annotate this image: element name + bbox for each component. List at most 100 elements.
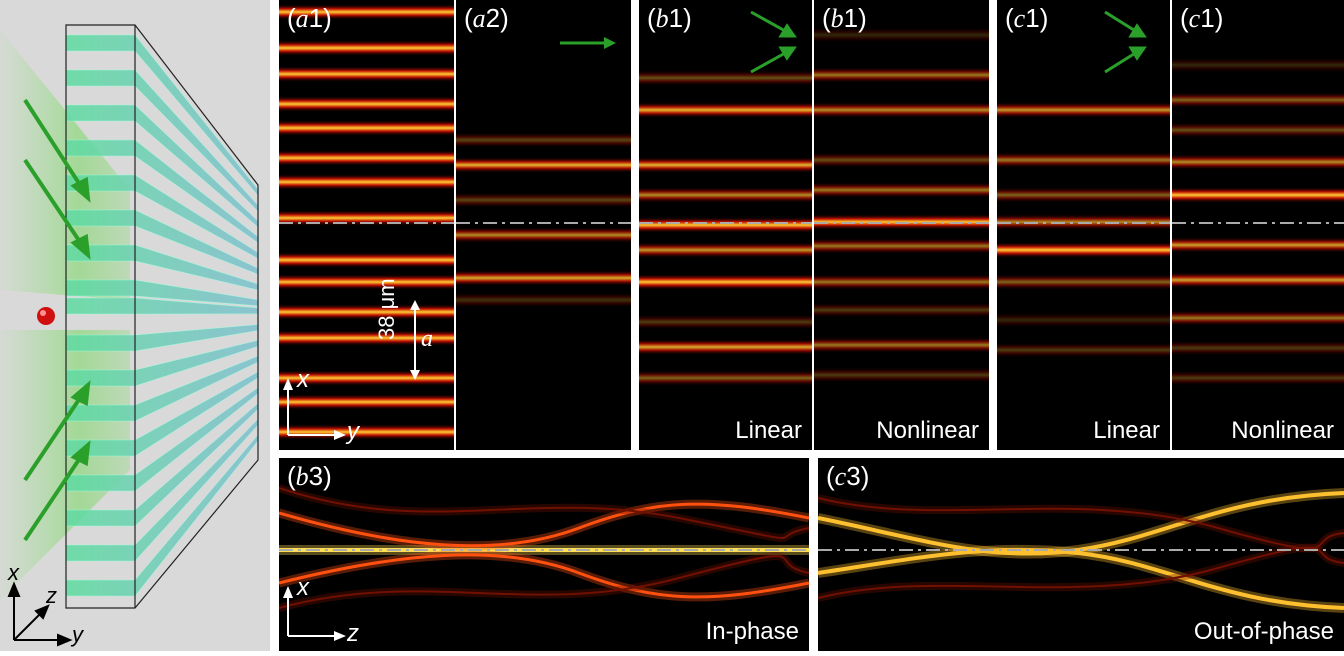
intensity-stripe <box>279 394 454 410</box>
intensity-stripe <box>639 370 812 386</box>
panel-c1-linear: (c1) Linear <box>997 0 1170 450</box>
axis-x-bottom: x <box>297 574 309 601</box>
beam-path <box>279 502 809 548</box>
intensity-stripe <box>456 192 631 208</box>
panel-b1-linear: (b1) Linear <box>639 0 812 450</box>
panel-b1-nonlinear-caption: Nonlinear <box>876 417 979 444</box>
panel-c1-nonlinear: (c1) Nonlinear <box>1172 0 1344 450</box>
axis-z-label: z <box>46 583 57 608</box>
intensity-stripe <box>456 157 631 173</box>
scale-bar-symbol: a <box>421 326 433 352</box>
beam-arrow-icon <box>23 98 91 542</box>
intensity-stripe <box>997 242 1170 258</box>
intensity-stripe <box>814 238 989 254</box>
beam-arrow-icon <box>1104 10 1147 74</box>
panel-c3-caption: Out-of-phase <box>1193 618 1334 645</box>
intensity-stripe <box>639 102 812 118</box>
intensity-stripe <box>279 252 454 268</box>
panel-b3: (b3) x z In-phase <box>279 458 809 651</box>
intensity-stripe <box>279 66 454 82</box>
panel-b3-caption: In-phase <box>705 618 799 645</box>
intensity-stripe <box>279 274 454 290</box>
intensity-stripe <box>456 292 631 308</box>
intensity-stripe <box>814 67 989 83</box>
intensity-stripe <box>279 120 454 136</box>
intensity-stripe <box>1172 122 1344 138</box>
intensity-stripe <box>1172 57 1344 73</box>
intensity-stripe <box>1172 310 1344 326</box>
intensity-stripe <box>814 302 989 318</box>
panel-a1-label: (a1) <box>287 3 332 33</box>
beam-arrow-icon <box>750 10 797 74</box>
intensity-stripe <box>279 210 454 226</box>
panel-b1-linear-caption: Linear <box>735 417 802 444</box>
panel-b1-nonlinear: (b1) Nonlinear <box>814 0 989 450</box>
intensity-stripe <box>1172 370 1344 386</box>
intensity-stripe <box>456 227 631 243</box>
intensity-stripe <box>997 152 1170 168</box>
intensity-stripe <box>1172 92 1344 108</box>
intensity-stripe <box>639 70 812 86</box>
intensity-stripe <box>639 217 812 233</box>
intensity-stripe <box>814 367 989 383</box>
intensity-stripe <box>279 424 454 440</box>
intensity-stripe <box>279 96 454 112</box>
intensity-stripe <box>814 182 989 198</box>
beam-path <box>818 491 1344 556</box>
intensity-stripe <box>639 157 812 173</box>
intensity-stripe <box>639 274 812 290</box>
intensity-stripe <box>814 102 989 118</box>
intensity-stripe <box>456 132 631 148</box>
intensity-stripe <box>814 337 989 353</box>
intensity-stripe <box>814 274 989 290</box>
panel-c1-nonlinear-caption: Nonlinear <box>1231 417 1334 444</box>
beam-path <box>818 546 1344 599</box>
axes-xz-icon <box>283 586 346 641</box>
red-particle-icon <box>37 307 55 325</box>
intensity-stripe <box>997 274 1170 290</box>
waveguide-array-icon <box>0 24 259 647</box>
panel-c1-linear-caption: Linear <box>1093 417 1160 444</box>
intensity-stripe <box>1172 187 1344 203</box>
intensity-stripe <box>456 270 631 286</box>
intensity-stripe <box>1172 154 1344 170</box>
intensity-stripe <box>639 187 812 203</box>
intensity-stripe <box>279 40 454 56</box>
intensity-stripe <box>279 150 454 166</box>
axis-z-bottom: z <box>347 620 359 647</box>
beam-path <box>818 547 1344 610</box>
panel-b1-nonlinear-label: (b1) <box>822 3 867 33</box>
intensity-stripe <box>814 27 989 43</box>
beam-path <box>279 553 809 599</box>
intensity-stripe <box>639 339 812 355</box>
scale-bar-value: 38 μm <box>374 278 399 340</box>
intensity-stripe <box>1172 272 1344 288</box>
axis-y-label: y <box>72 622 83 647</box>
intensity-stripe <box>997 342 1170 358</box>
intensity-stripe <box>279 304 454 320</box>
panel-b1-linear-label: (b1) <box>647 3 692 33</box>
intensity-stripe <box>639 242 812 258</box>
panel-a2-label: (a2) <box>464 3 509 33</box>
beam-path <box>279 555 809 609</box>
intensity-stripe <box>279 174 454 190</box>
intensity-stripe <box>279 330 454 346</box>
axis-x-top: x <box>297 366 309 393</box>
waveguide-schematic: x z y <box>0 0 270 651</box>
intensity-stripe <box>997 187 1170 203</box>
intensity-stripe <box>639 314 812 330</box>
intensity-stripe <box>997 102 1170 118</box>
intensity-stripe <box>1172 340 1344 356</box>
panel-c3: (c3) Out-of-phase <box>818 458 1344 651</box>
intensity-stripe <box>1172 237 1344 253</box>
panel-c1-linear-label: (c1) <box>1005 3 1049 33</box>
beam-path <box>279 487 809 539</box>
axis-x-label: x <box>8 560 19 585</box>
panel-a2: (a2) <box>456 0 631 450</box>
panel-c1-nonlinear-label: (c1) <box>1180 3 1224 33</box>
panel-b3-label: (b3) <box>287 461 332 491</box>
intensity-stripe <box>814 152 989 168</box>
intensity-stripe <box>997 312 1170 328</box>
panel-a1: (a1) 38 μm a x y <box>279 0 454 450</box>
beam-arrow-icon <box>560 37 616 49</box>
